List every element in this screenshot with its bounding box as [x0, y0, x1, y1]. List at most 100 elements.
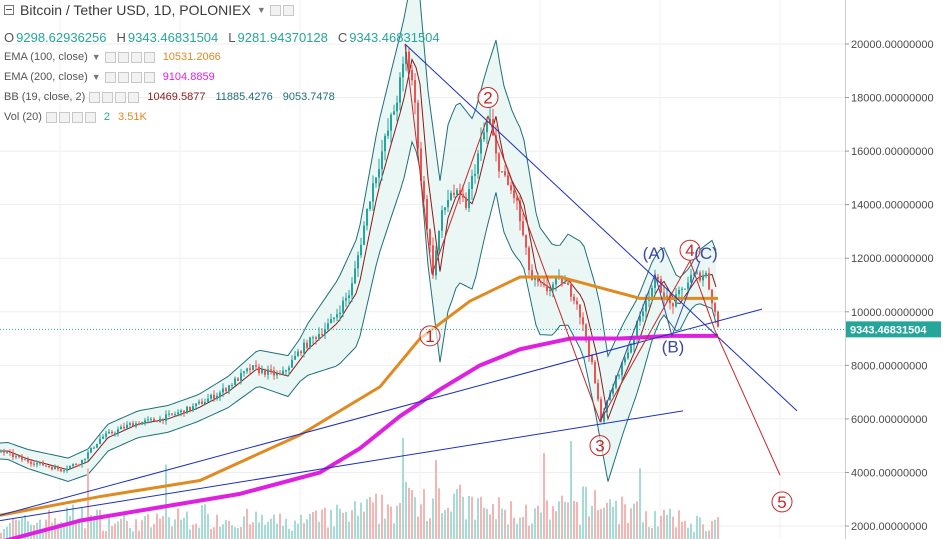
candle-body — [294, 355, 296, 360]
indicator-row-vol[interactable]: Vol (20) 2 3.51K — [4, 111, 147, 123]
axis-tick-label: 18000.00000000 — [851, 93, 934, 105]
volume-bar — [471, 496, 473, 539]
volume-bar — [195, 523, 197, 539]
volume-bar — [627, 522, 629, 539]
candle-body — [234, 378, 236, 386]
candle-body — [3, 450, 5, 453]
volume-bar — [144, 516, 146, 539]
candle-body — [672, 303, 674, 307]
indicator-row-bb[interactable]: BB (19, close, 2) 10469.5877 11885.4276 … — [4, 91, 335, 103]
volume-bar — [102, 530, 104, 539]
close-icon[interactable] — [143, 51, 155, 63]
eye-icon[interactable] — [45, 111, 57, 123]
candle-body — [18, 456, 20, 458]
volume-bar — [321, 509, 323, 539]
axis-tick-label: 14000.00000000 — [851, 200, 934, 212]
candle-body — [117, 429, 119, 434]
volume-bar — [306, 519, 308, 539]
volume-bar — [462, 496, 464, 539]
volume-bar — [84, 528, 86, 539]
indicator-value: 11885.4276 — [215, 91, 273, 103]
volume-bar — [612, 506, 614, 539]
volume-bar — [570, 440, 572, 539]
volume-bar — [714, 519, 716, 539]
candle-body — [243, 371, 245, 374]
gear-icon[interactable] — [102, 91, 114, 103]
plus-icon[interactable] — [115, 91, 127, 103]
gear-icon[interactable] — [58, 111, 70, 123]
candle-body — [693, 273, 695, 275]
gear-icon[interactable] — [117, 71, 129, 83]
volume-bar — [24, 515, 26, 539]
candle-body — [441, 210, 443, 231]
wave-label: 3 — [595, 437, 604, 456]
volume-bar — [372, 502, 374, 539]
chevron-down-icon[interactable]: ▼ — [91, 72, 101, 82]
candle-body — [525, 235, 527, 248]
candle-body — [195, 403, 197, 407]
close-icon[interactable] — [143, 71, 155, 83]
candle-body — [381, 151, 383, 170]
gear-icon[interactable] — [117, 51, 129, 63]
volume-bar — [672, 516, 674, 539]
gear-icon[interactable] — [282, 4, 294, 16]
indicator-row-ema200[interactable]: EMA (200, close) ▼ 9104.8859 — [4, 71, 215, 83]
plus-icon[interactable] — [130, 71, 142, 83]
volume-bar — [264, 524, 266, 539]
volume-bar — [648, 527, 650, 539]
candle-body — [705, 272, 707, 277]
candle-body — [177, 412, 179, 415]
volume-bar — [543, 453, 545, 539]
candle-body — [252, 365, 254, 370]
volume-bar — [192, 524, 194, 539]
plus-icon[interactable] — [130, 51, 142, 63]
volume-bar — [687, 527, 689, 539]
candle-body — [501, 171, 503, 173]
candle-body — [405, 51, 407, 64]
axis-tick-label: 8000.00000000 — [851, 360, 927, 372]
candle-body — [186, 406, 188, 414]
wave-label: 2 — [483, 89, 492, 108]
candle-body — [129, 423, 131, 425]
candle-body — [387, 130, 389, 136]
candle-body — [582, 317, 584, 325]
chevron-down-icon[interactable]: ▼ — [91, 52, 101, 62]
candle-body — [81, 459, 83, 465]
candle-body — [369, 201, 371, 209]
candle-body — [183, 410, 185, 414]
candle-body — [627, 352, 629, 359]
close-icon[interactable] — [84, 111, 96, 123]
volume-bar — [390, 506, 392, 539]
candle-body — [141, 422, 143, 425]
volume-bar — [258, 522, 260, 539]
volume-bar — [429, 518, 431, 539]
candle-body — [90, 447, 92, 453]
candle-body — [324, 328, 326, 335]
volume-bar — [564, 501, 566, 539]
candle-body — [399, 77, 401, 103]
candle-body — [426, 198, 428, 230]
volume-bar — [168, 517, 170, 539]
trendline — [0, 308, 763, 516]
eye-icon[interactable] — [89, 91, 101, 103]
indicator-row-ema100[interactable]: EMA (100, close) ▼ 10531.2066 — [4, 51, 221, 63]
volume-bar — [114, 523, 116, 539]
close-icon[interactable] — [128, 91, 140, 103]
eye-icon[interactable] — [104, 51, 116, 63]
candle-body — [612, 387, 614, 394]
collapse-icon[interactable] — [4, 5, 14, 15]
volume-bar — [468, 495, 470, 539]
candle-body — [681, 288, 683, 290]
chevron-down-icon[interactable]: ▼ — [256, 5, 266, 15]
eye-icon[interactable] — [269, 4, 281, 16]
plus-icon[interactable] — [71, 111, 83, 123]
volume-bar — [282, 525, 284, 539]
volume-bar — [237, 527, 239, 539]
candle-body — [465, 197, 467, 208]
volume-bar — [426, 520, 428, 539]
volume-bar — [600, 508, 602, 539]
volume-bar — [165, 464, 167, 539]
eye-icon[interactable] — [104, 71, 116, 83]
